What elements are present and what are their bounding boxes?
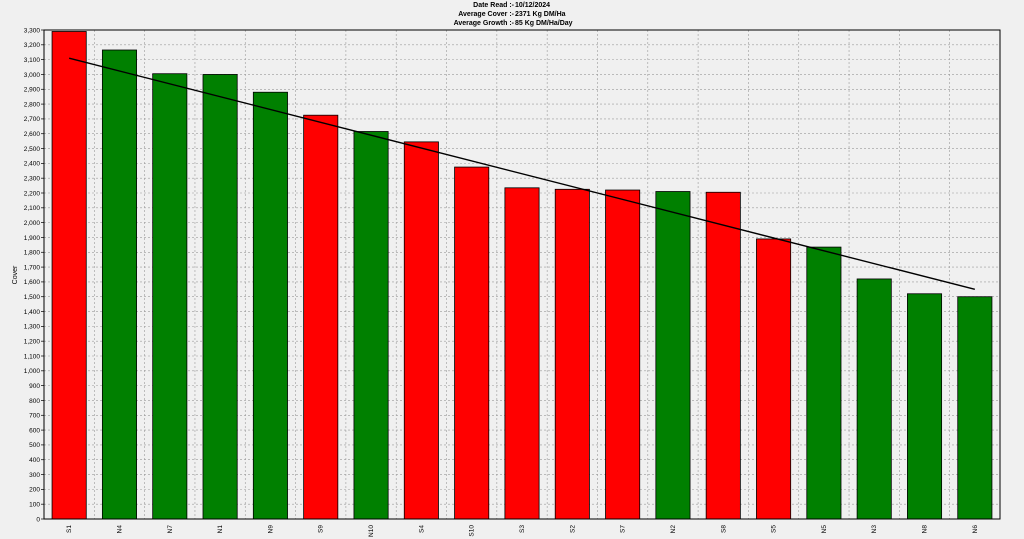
y-tick-label: 0	[36, 516, 40, 523]
y-tick-label: 100	[29, 501, 40, 508]
x-tick-label: S3	[519, 525, 526, 533]
bar-s1	[51, 31, 87, 520]
x-tick-label: N5	[821, 525, 828, 534]
y-tick-label: 1,800	[24, 250, 41, 257]
x-tick-label: N9	[267, 525, 274, 534]
bar-s7	[605, 189, 641, 520]
y-tick-label: 2,700	[24, 116, 41, 123]
x-tick-label: S8	[720, 525, 727, 533]
y-tick-label: 400	[29, 457, 40, 464]
y-tick-label: 300	[29, 472, 40, 479]
y-tick-label: 2,300	[24, 175, 41, 182]
y-tick-label: 1,300	[24, 324, 41, 331]
x-tick-label: S1	[66, 525, 73, 533]
date-value: 10/12/2024	[515, 2, 551, 9]
y-tick-label: 1,400	[24, 309, 41, 316]
y-tick-labels: 0 100 200 300 400 500 600 700 800 900 1,000 1,100 1,…	[24, 27, 41, 523]
y-tick-label: 2,800	[24, 101, 41, 108]
x-tick-label: N7	[167, 525, 174, 534]
bar-s4	[403, 141, 439, 520]
y-tick-label: 1,600	[24, 279, 41, 286]
y-tick-label: 200	[29, 487, 40, 494]
y-tick-label: 1,100	[24, 353, 41, 360]
bar-s8	[705, 191, 741, 520]
bar-s2	[554, 188, 590, 520]
bar-s9	[303, 114, 339, 520]
bar-n7	[152, 73, 188, 520]
bar-s5	[756, 238, 792, 520]
bar-n9	[252, 91, 288, 520]
x-tick-label: S10	[469, 525, 476, 537]
x-tick-label: N1	[217, 525, 224, 534]
y-tick-label: 700	[29, 413, 40, 420]
x-tick-label: S9	[318, 525, 325, 533]
x-tick-label: N3	[871, 525, 878, 534]
growth-value: 85 Kg DM/Ha/Day	[515, 20, 573, 27]
y-tick-label: 1,700	[24, 264, 41, 271]
bar-n8	[907, 293, 943, 520]
y-tick-label: 3,300	[24, 27, 41, 34]
bar-n3	[856, 278, 892, 520]
x-tick-label: N4	[116, 525, 123, 534]
trend-line-path	[68, 57, 976, 290]
x-tick-label: S7	[620, 525, 627, 533]
y-tick-label: 2,500	[24, 146, 41, 153]
x-tick-labels: S1 N4 N7 N1 N9 S9 N10 S4 S10 S3 S2 S7 N2 S8 S5 N5 N3 N8 N6	[66, 525, 979, 537]
y-tick-label: 2,900	[24, 87, 41, 94]
bar-n2	[655, 191, 691, 520]
y-tick-label: 2,200	[24, 190, 41, 197]
y-tick-label: 3,000	[24, 72, 41, 79]
y-tick-label: 1,000	[24, 368, 41, 375]
y-tick-label: 1,900	[24, 235, 41, 242]
y-tick-label: 500	[29, 442, 40, 449]
x-tick-label: N2	[670, 525, 677, 534]
y-tick-label: 2,000	[24, 220, 41, 227]
cover-label: Average Cover :-	[458, 11, 514, 18]
bar-s3	[504, 187, 540, 520]
x-tick-label: N6	[972, 525, 979, 534]
x-tick-label: S5	[771, 525, 778, 533]
y-axis-label: Cover	[12, 265, 19, 284]
y-tick-label: 3,100	[24, 57, 41, 64]
axes	[41, 29, 1001, 520]
growth-label: Average Growth :-	[453, 20, 514, 27]
cover-value: 2371 Kg DM/Ha	[515, 11, 566, 18]
y-tick-label: 600	[29, 427, 40, 434]
bar-n5	[806, 246, 842, 520]
y-tick-label: 2,600	[24, 131, 41, 138]
y-tick-label: 1,200	[24, 338, 41, 345]
trend-line	[68, 57, 976, 290]
y-tick-label: 900	[29, 383, 40, 390]
plot-frame	[43, 29, 1001, 520]
y-tick-label: 3,200	[24, 42, 41, 49]
bars	[51, 31, 993, 520]
bar-s10	[454, 166, 490, 520]
y-tick-label: 800	[29, 398, 40, 405]
bar-n1	[202, 74, 238, 520]
date-label: Date Read :-	[473, 2, 514, 9]
bar-n6	[957, 296, 993, 520]
bar-n10	[353, 131, 389, 520]
bar-n4	[101, 49, 137, 520]
y-tick-label: 2,100	[24, 205, 41, 212]
x-tick-label: S4	[418, 525, 425, 533]
x-tick-label: S2	[569, 525, 576, 533]
x-tick-label: N10	[368, 525, 375, 537]
x-tick-label: N8	[922, 525, 929, 534]
y-tick-label: 1,500	[24, 294, 41, 301]
y-tick-label: 2,400	[24, 161, 41, 168]
